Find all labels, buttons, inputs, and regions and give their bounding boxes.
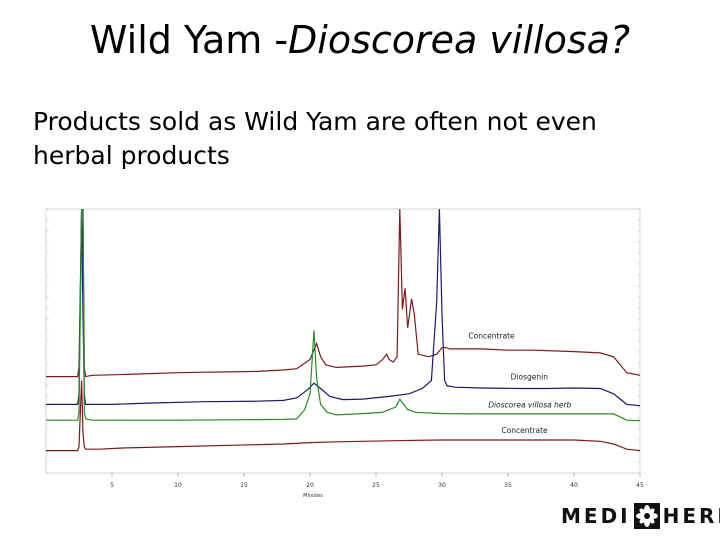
- x-axis-label: Minutes: [303, 493, 323, 499]
- series-line-4: [46, 380, 640, 452]
- logo-text-left: MEDI: [561, 504, 631, 528]
- slide-title: Wild Yam -Dioscorea villosa?: [0, 18, 720, 62]
- series-label-3: Dioscorea villosa herb: [488, 401, 571, 410]
- x-tick-label: 35: [504, 482, 512, 489]
- series-line-2: [46, 209, 640, 407]
- series-line-3: [46, 209, 640, 422]
- x-tick-label: 10: [174, 482, 182, 489]
- logo-text-right: HERB: [662, 504, 720, 528]
- series-line-1: [46, 209, 640, 378]
- series-label-2: Diosgenin: [511, 372, 549, 381]
- series-label-4: Concentrate: [501, 426, 548, 435]
- x-tick-label: 30: [438, 482, 446, 489]
- title-main: Wild Yam -: [89, 18, 289, 62]
- title-italic: Dioscorea villosa?: [288, 18, 631, 62]
- series-label-1: Concentrate: [468, 331, 515, 340]
- x-tick-label: 45: [636, 482, 644, 489]
- flower-icon: [633, 503, 660, 529]
- x-tick-label: 40: [570, 482, 578, 489]
- slide-subtitle: Products sold as Wild Yam are often not …: [33, 107, 597, 170]
- x-tick-label: 5: [110, 482, 114, 489]
- x-tick-label: 25: [372, 482, 380, 489]
- plot-frame: [45, 208, 641, 474]
- x-tick-label: 20: [306, 482, 314, 489]
- x-tick-label: 15: [240, 482, 248, 489]
- mediherb-logo: MEDI HERB®: [561, 503, 720, 529]
